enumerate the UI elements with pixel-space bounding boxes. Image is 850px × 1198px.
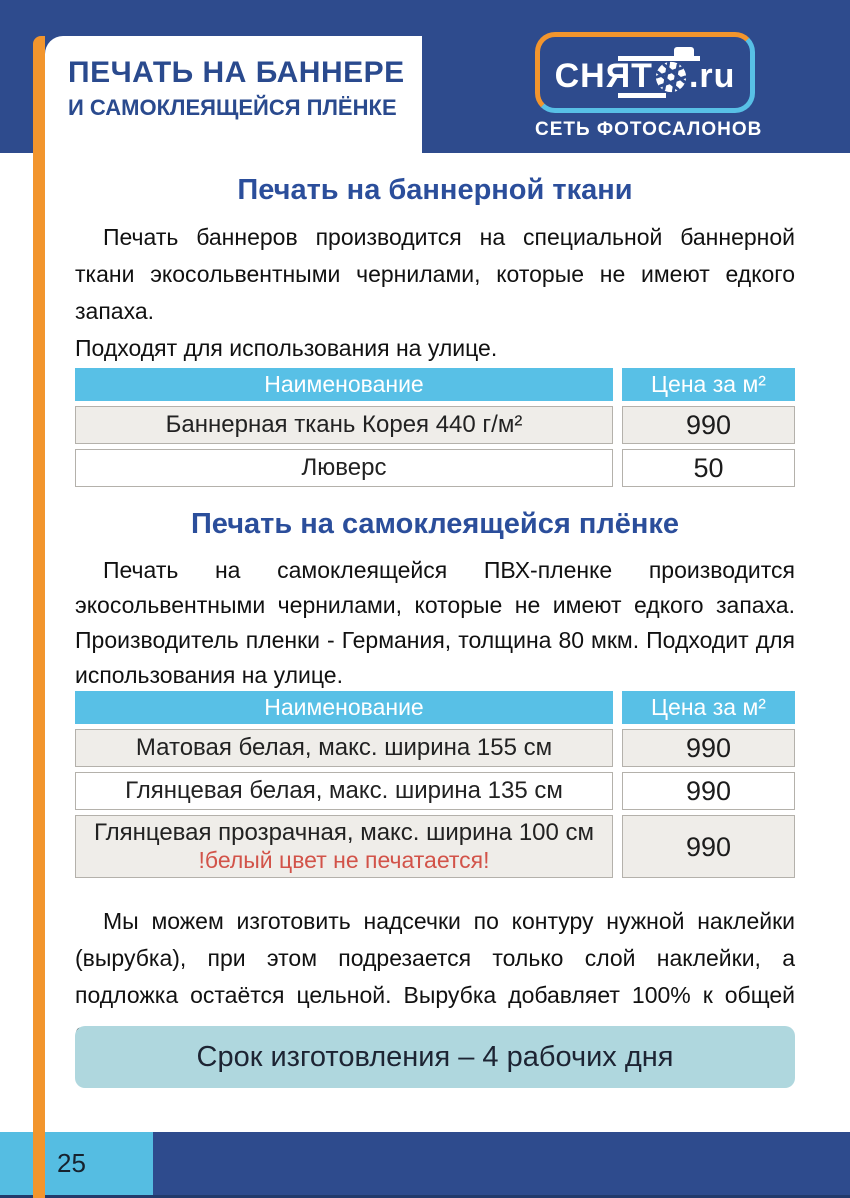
logo-text: СНЯТ .ru bbox=[555, 57, 736, 96]
table-cell-price: 990 bbox=[622, 815, 795, 878]
paragraph-line: Мы можем изготовить надсечки по контуру … bbox=[75, 908, 795, 1045]
page-title-line2: И САМОКЛЕЯЩЕЙСЯ ПЛЁНКЕ bbox=[68, 95, 397, 120]
table-cell-price: 990 bbox=[622, 772, 795, 810]
table-cell-price: 990 bbox=[622, 406, 795, 444]
aperture-icon bbox=[654, 60, 688, 94]
price-table-banner: Наименование Цена за м² Баннерная ткань … bbox=[75, 368, 795, 487]
table-header-price: Цена за м² bbox=[622, 691, 795, 724]
table-cell-price: 50 bbox=[622, 449, 795, 487]
paragraph-line: Печать на самоклеящейся ПВХ-пленке произ… bbox=[75, 557, 795, 688]
camera-bottom-line-icon bbox=[618, 93, 666, 98]
paragraph-film: Печать на самоклеящейся ПВХ-пленке произ… bbox=[75, 553, 795, 693]
price-table-film: Наименование Цена за м² Матовая белая, м… bbox=[75, 691, 795, 878]
table-header-price: Цена за м² bbox=[622, 368, 795, 401]
logo-text-left: СНЯТ bbox=[554, 57, 653, 95]
camera-shutter-button-icon bbox=[674, 47, 694, 56]
logo-tagline: СЕТЬ ФОТОСАЛОНОВ bbox=[535, 119, 763, 140]
paragraph-line: Печать баннеров производится на специаль… bbox=[75, 224, 795, 324]
table-header-name: Наименование bbox=[75, 368, 613, 401]
footer-light-block bbox=[0, 1132, 153, 1195]
table-cell-name: Глянцевая белая, макс. ширина 135 см bbox=[75, 772, 613, 810]
page-number: 25 bbox=[57, 1148, 86, 1178]
table-cell-name: Матовая белая, макс. ширина 155 см bbox=[75, 729, 613, 767]
paragraph-cutting-note: Мы можем изготовить надсечки по контуру … bbox=[75, 903, 795, 1051]
table-cell-price: 990 bbox=[622, 729, 795, 767]
camera-top-line-icon bbox=[618, 56, 700, 61]
table-cell-name: Глянцевая прозрачная, макс. ширина 100 с… bbox=[75, 815, 613, 878]
table-header-name: Наименование bbox=[75, 691, 613, 724]
table-cell-name-text: Глянцевая прозрачная, макс. ширина 100 с… bbox=[93, 819, 595, 846]
snyato-logo: СНЯТ .ru bbox=[535, 32, 755, 113]
logo-text-right: .ru bbox=[688, 57, 736, 95]
production-time-banner: Срок изготовления – 4 рабочих дня bbox=[75, 1026, 795, 1088]
table-cell-name: Люверс bbox=[75, 449, 613, 487]
section-heading-film: Печать на самоклеящейся плёнке bbox=[190, 508, 680, 540]
title-block: ПЕЧАТЬ НА БАННЕРЕ И САМОКЛЕЯЩЕЙСЯ ПЛЁНКЕ bbox=[45, 36, 422, 153]
footer-dark-bar bbox=[153, 1132, 850, 1195]
table-cell-name: Баннерная ткань Корея 440 г/м² bbox=[75, 406, 613, 444]
footer-edge-line bbox=[0, 1195, 850, 1198]
page-title-line1: ПЕЧАТЬ НА БАННЕРЕ bbox=[68, 56, 405, 89]
paragraph-line: Подходят для использования на улице. bbox=[75, 335, 498, 361]
warning-note: !белый цвет не печатается! bbox=[198, 847, 490, 873]
orange-accent-stripe bbox=[33, 36, 45, 1198]
section-heading-banner: Печать на баннерной ткани bbox=[237, 174, 633, 206]
